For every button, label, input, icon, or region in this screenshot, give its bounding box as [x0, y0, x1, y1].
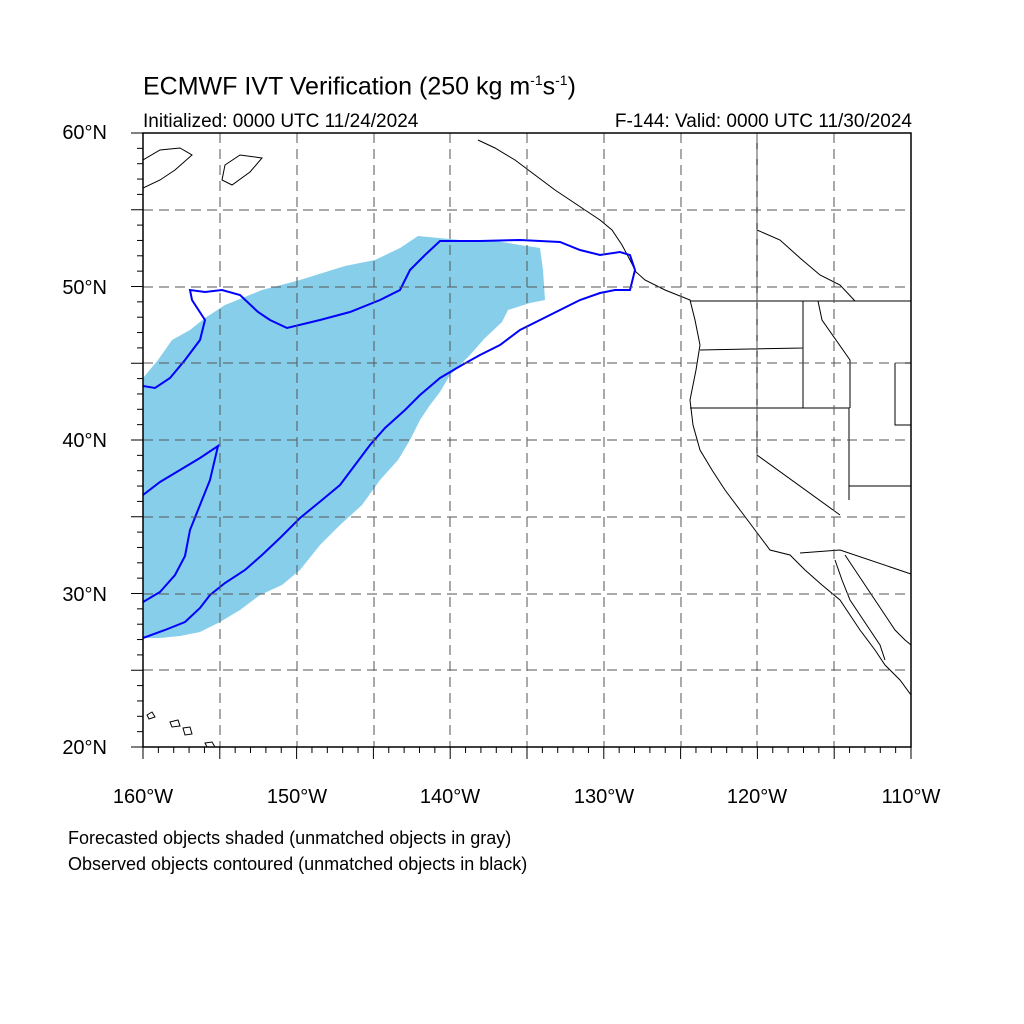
lon-label-120w: 120°W: [726, 786, 788, 808]
state-borders: [690, 133, 911, 575]
legend-observed-note: Observed objects contoured (unmatched ob…: [68, 854, 528, 874]
figure-title: ECMWF IVT Verification (250 kg m-1s-1): [143, 72, 576, 101]
lon-label-110w: 110°W: [881, 786, 941, 808]
graticule: [143, 133, 911, 747]
lat-label-50: 50°N: [62, 277, 107, 299]
coastline-alaska: [143, 147, 263, 189]
initialized-time: Initialized: 0000 UTC 11/24/2024: [143, 111, 419, 132]
legend-forecast-note: Forecasted objects shaded (unmatched obj…: [68, 828, 512, 848]
hawaii-islands: [146, 711, 216, 747]
lon-label-160w: 160°W: [112, 786, 174, 808]
valid-time: F-144: Valid: 0000 UTC 11/30/2024: [614, 111, 912, 132]
coastline-baja: [834, 559, 886, 661]
lat-label-60: 60°N: [62, 122, 107, 144]
legend-notes: Forecasted objects shaded (unmatched obj…: [68, 825, 527, 877]
lat-label-40: 40°N: [62, 430, 107, 452]
lon-label-140w: 140°W: [419, 786, 481, 808]
lon-label-130w: 130°W: [573, 786, 635, 808]
lon-label-150w: 150°W: [266, 786, 328, 808]
coastline-north-america: [477, 139, 911, 696]
coastline-gulf-california: [844, 554, 911, 646]
observed-ivt-contour-main: [143, 238, 637, 639]
lat-label-20: 20°N: [62, 737, 107, 759]
forecast-ivt-object: [143, 236, 545, 638]
observed-ivt-contour-south: [143, 443, 220, 603]
axis-ticks: [131, 132, 912, 759]
lat-label-30: 30°N: [62, 584, 107, 606]
